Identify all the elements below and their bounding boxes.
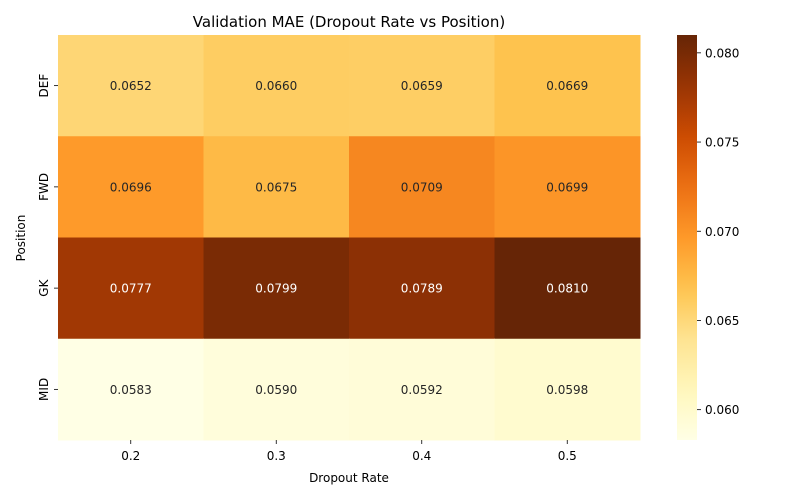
- heatmap-cell: [58, 237, 204, 340]
- x-axis-label: Dropout Rate: [309, 471, 389, 485]
- heatmap-cell: [58, 338, 204, 441]
- heatmap-cell: [203, 338, 350, 441]
- colorbar-tick-label: 0.065: [705, 314, 739, 328]
- heatmap-cell: [494, 136, 641, 238]
- heatmap-cell: [349, 136, 495, 238]
- x-tick-label: 0.3: [267, 449, 286, 463]
- cell-value-label: 0.0696: [110, 180, 152, 194]
- heatmap-cell: [203, 136, 350, 238]
- y-tick-label: MID: [37, 378, 51, 401]
- x-axis: 0.2 0.3 0.4 0.5: [121, 440, 577, 463]
- heatmap-cell: [349, 237, 495, 340]
- colorbar-tick-label: 0.070: [705, 225, 739, 239]
- y-axis-label: Position: [14, 215, 28, 262]
- cell-value-label: 0.0583: [110, 383, 152, 397]
- cell-value-label: 0.0669: [546, 79, 588, 93]
- cell-value-label: 0.0592: [401, 383, 443, 397]
- heatmap-cell: [494, 338, 641, 441]
- cell-value-label: 0.0590: [255, 383, 297, 397]
- cell-value-label: 0.0598: [546, 383, 588, 397]
- y-axis: DEF FWD GK MID: [37, 74, 58, 401]
- cell-value-label: 0.0810: [546, 282, 588, 296]
- cell-value-label: 0.0660: [255, 79, 297, 93]
- heatmap-cell: [494, 35, 641, 137]
- colorbar-tick-label: 0.060: [705, 403, 739, 417]
- x-tick-label: 0.4: [412, 449, 431, 463]
- cell-value-label: 0.0709: [401, 180, 443, 194]
- heatmap-cell: [349, 35, 495, 137]
- colorbar-tick-label: 0.080: [705, 46, 739, 60]
- chart-title: Validation MAE (Dropout Rate vs Position…: [193, 13, 505, 31]
- cell-value-label: 0.0777: [110, 282, 152, 296]
- y-tick-label: GK: [37, 278, 51, 296]
- cell-value-label: 0.0699: [546, 180, 588, 194]
- heatmap-cell: [58, 136, 204, 238]
- heatmap-cells: [58, 35, 641, 441]
- cell-value-label: 0.0652: [110, 79, 152, 93]
- x-tick-label: 0.5: [558, 449, 577, 463]
- heatmap-cell: [203, 35, 350, 137]
- colorbar: [677, 35, 697, 440]
- colorbar-ticks: 0.060 0.065 0.070 0.075 0.080: [697, 46, 739, 417]
- y-tick-label: FWD: [37, 173, 51, 201]
- heatmap-cell: [203, 237, 350, 340]
- heatmap-value-labels: 0.0652 0.0660 0.0659 0.0669 0.0696 0.0675 0.07…: [110, 79, 589, 397]
- cell-value-label: 0.0675: [255, 180, 297, 194]
- cell-value-label: 0.0659: [401, 79, 443, 93]
- heatmap-cell: [349, 338, 495, 441]
- heatmap-cell: [58, 35, 204, 137]
- cell-value-label: 0.0799: [255, 282, 297, 296]
- colorbar-tick-label: 0.075: [705, 136, 739, 150]
- x-tick-label: 0.2: [121, 449, 140, 463]
- y-tick-label: DEF: [37, 74, 51, 98]
- heatmap-cell: [494, 237, 641, 340]
- cell-value-label: 0.0789: [401, 282, 443, 296]
